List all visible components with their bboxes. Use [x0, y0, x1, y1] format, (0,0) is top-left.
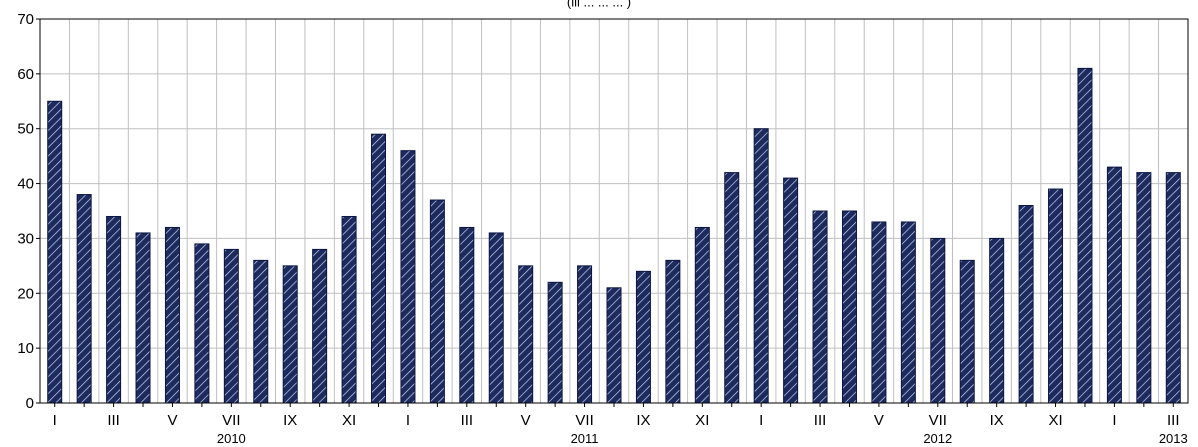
year-label: 2011	[571, 431, 599, 446]
x-tick-label: III	[1167, 412, 1180, 429]
x-tick-label: IX	[283, 412, 297, 429]
bar	[371, 133, 387, 404]
y-tick-label: 60	[17, 66, 34, 83]
bar	[959, 259, 975, 404]
bar	[724, 172, 740, 404]
bar	[871, 221, 887, 404]
grid-lines	[40, 18, 1188, 404]
bar	[76, 194, 92, 404]
bar	[665, 259, 681, 404]
x-tick-label: VII	[222, 412, 240, 429]
bar	[930, 237, 946, 404]
bar	[253, 259, 269, 404]
y-tick-label: 30	[17, 230, 34, 247]
bar	[282, 265, 298, 404]
y-axis-ticks: 0 10 20 30 40 50 60 70	[17, 11, 40, 412]
bar	[900, 221, 916, 404]
x-tick-label: V	[521, 412, 531, 429]
bar	[547, 281, 563, 404]
bar	[518, 265, 534, 404]
chart-title: (ili ... ... ... )	[567, 0, 631, 9]
bar	[223, 248, 239, 404]
x-tick-label: I	[759, 412, 763, 429]
y-tick-label: 10	[17, 340, 34, 357]
bar	[1136, 172, 1152, 404]
bar	[783, 177, 799, 404]
bar	[606, 287, 622, 404]
bar	[164, 226, 180, 404]
bar	[989, 237, 1005, 404]
bar	[577, 265, 593, 404]
bar	[47, 100, 63, 404]
bar	[635, 270, 651, 404]
x-tick-label: III	[107, 412, 120, 429]
bar	[312, 248, 328, 404]
bar	[341, 215, 357, 404]
year-label: 2013	[1159, 431, 1188, 446]
y-tick-label: 0	[26, 395, 34, 412]
x-tick-label: VII	[929, 412, 947, 429]
x-tick-label: I	[53, 412, 57, 429]
x-tick-label: VII	[575, 412, 593, 429]
bar	[1165, 172, 1181, 404]
y-tick-label: 40	[17, 176, 34, 193]
bar	[194, 243, 210, 404]
year-label: 2010	[217, 431, 246, 446]
year-label: 2012	[923, 431, 952, 446]
bar	[753, 128, 769, 404]
x-tick-label: V	[167, 412, 177, 429]
bar	[459, 226, 475, 404]
x-tick-label: I	[406, 412, 410, 429]
x-tick-label: IX	[636, 412, 650, 429]
x-tick-label: IX	[990, 412, 1004, 429]
y-tick-label: 70	[17, 11, 34, 28]
bar	[400, 150, 416, 404]
bar	[135, 232, 151, 404]
bar-series	[47, 67, 1181, 404]
x-tick-label: XI	[695, 412, 709, 429]
bar	[841, 210, 857, 404]
bar	[1106, 166, 1122, 404]
bar	[1018, 205, 1034, 404]
bar	[694, 226, 710, 404]
x-axis-ticks: I III V VII IX XI I III V VII IX XI I III V VII IX XI I III…	[53, 403, 1188, 446]
bar	[429, 199, 445, 404]
bar	[1048, 188, 1064, 404]
bar	[812, 210, 828, 404]
x-tick-label: I	[1112, 412, 1116, 429]
y-tick-label: 20	[17, 285, 34, 302]
bar	[488, 232, 504, 404]
x-tick-label: III	[461, 412, 474, 429]
bar	[106, 215, 122, 404]
x-tick-label: XI	[1048, 412, 1062, 429]
bar	[1077, 67, 1093, 404]
x-tick-label: III	[814, 412, 827, 429]
y-tick-label: 50	[17, 121, 34, 138]
x-tick-label: V	[874, 412, 884, 429]
x-tick-label: XI	[342, 412, 356, 429]
